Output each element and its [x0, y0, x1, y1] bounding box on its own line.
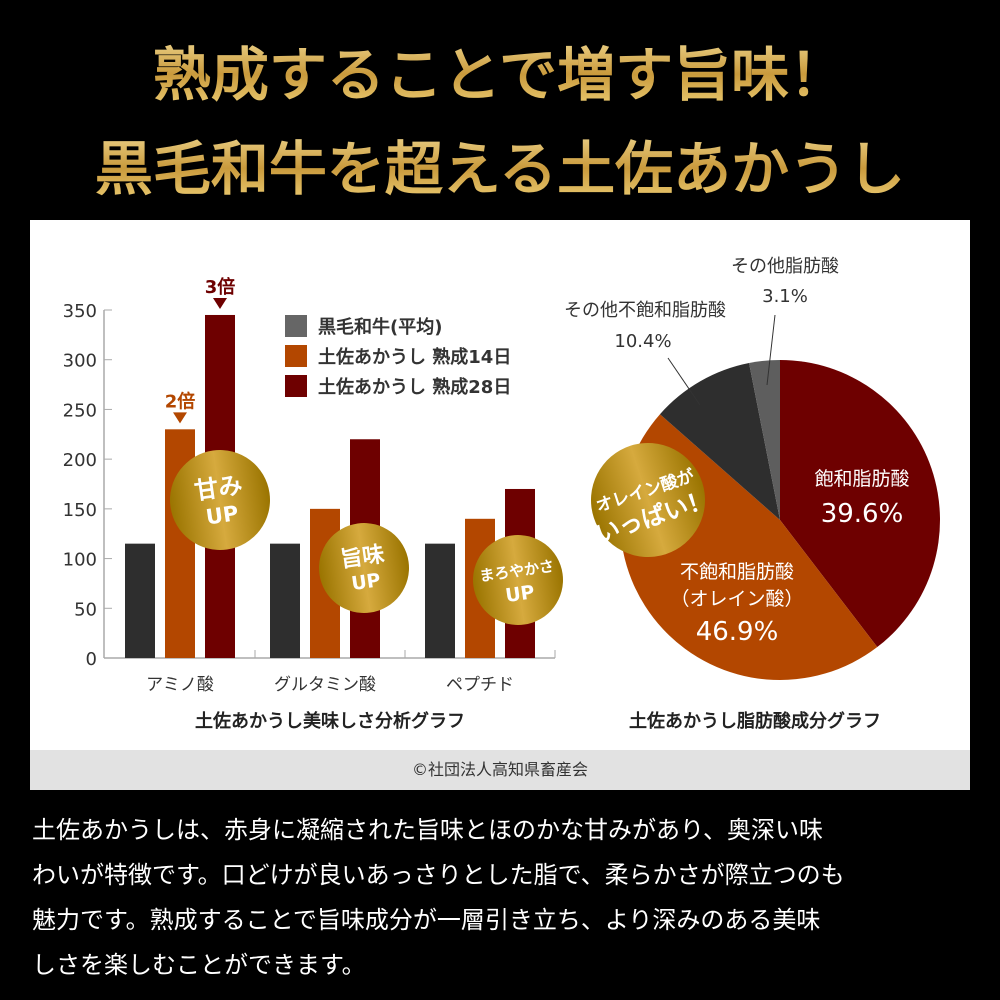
down-arrow-icon: [173, 412, 187, 424]
badge-text: 甘み: [193, 471, 244, 505]
legend-label: 土佐あかうし 熟成14日: [318, 346, 511, 368]
headline-line1: 熟成することで増す旨味！: [0, 28, 1000, 112]
badge-text: UP: [504, 581, 536, 607]
badge-circle: [473, 535, 563, 625]
pie-value: 39.6%: [821, 499, 904, 529]
leader-line: [667, 357, 701, 406]
bar-0-2: [425, 543, 455, 658]
down-arrow-icon: [213, 297, 227, 309]
credit: ©社団法人高知県畜産会: [30, 750, 970, 790]
badge-text: UP: [204, 501, 239, 529]
pie-value: 3.1%: [762, 286, 808, 307]
bar-0-1: [270, 543, 300, 658]
pie-sublabel: （オレイン酸）: [670, 588, 803, 610]
y-tick-label: 350: [63, 301, 97, 322]
pie-label: その他不飽和脂肪酸: [564, 300, 726, 321]
description-line: しさを楽しむことができます。: [32, 951, 366, 979]
y-tick-label: 50: [74, 599, 97, 620]
legend-swatch: [285, 345, 307, 367]
badge-circle: [591, 443, 705, 557]
pie-label: その他脂肪酸: [731, 256, 839, 277]
multiplier-label: 3倍: [205, 276, 236, 298]
legend-label: 土佐あかうし 熟成28日: [318, 376, 511, 398]
pie-label: 不飽和脂肪酸: [680, 561, 794, 583]
badge-text: 旨味: [339, 542, 386, 573]
badge-circle: [319, 523, 409, 613]
pie-value: 10.4%: [614, 331, 671, 352]
description-line: 魅力です。熟成することで旨味成分が一層引き立ち、より深みのある美味: [32, 906, 821, 934]
pie-value: 46.9%: [696, 617, 779, 647]
x-tick-label: ペプチド: [446, 675, 514, 695]
pie-slice-2: [659, 363, 780, 520]
bar-chart-title: 土佐あかうし美味しさ分析グラフ: [195, 710, 465, 732]
y-tick-label: 300: [63, 351, 97, 372]
y-tick-label: 250: [63, 400, 97, 421]
x-tick-label: アミノ酸: [146, 675, 214, 695]
pie-slice-3: [749, 360, 780, 520]
bar-0-0: [125, 543, 155, 658]
badge-text: UP: [350, 569, 382, 595]
pie-slice-0: [780, 360, 941, 648]
leader-line: [766, 314, 776, 386]
y-tick-label: 200: [63, 450, 97, 471]
legend-label: 黒毛和牛(平均): [318, 316, 442, 338]
description: 土佐あかうしは、赤身に凝縮された旨味とほのかな甘みがあり、奥深い味 わいが特徴で…: [32, 808, 977, 988]
legend-swatch: [285, 315, 307, 337]
x-tick-label: グルタミン酸: [274, 675, 376, 695]
headline-line2: 黒毛和牛を超える土佐あかうし: [0, 122, 1000, 206]
multiplier-label: 2倍: [165, 390, 196, 412]
charts-svg: 0 50 100 150 200 250 300 350 アミノ酸 グルタミン酸 ペプチド 2倍 3倍黒…: [63, 256, 941, 732]
description-line: わいが特徴です。口どけが良いあっさりとした脂で、柔らかさが際立つのも: [32, 861, 845, 889]
legend-swatch: [285, 375, 307, 397]
y-tick-label: 0: [86, 649, 97, 670]
y-tick-label: 100: [63, 550, 97, 571]
y-tick-label: 150: [63, 500, 97, 521]
badge-circle: [170, 450, 270, 550]
description-line: 土佐あかうしは、赤身に凝縮された旨味とほのかな甘みがあり、奥深い味: [32, 816, 824, 844]
pie-chart-title: 土佐あかうし脂肪酸成分グラフ: [629, 710, 881, 732]
pie-label: 飽和脂肪酸: [814, 468, 909, 490]
